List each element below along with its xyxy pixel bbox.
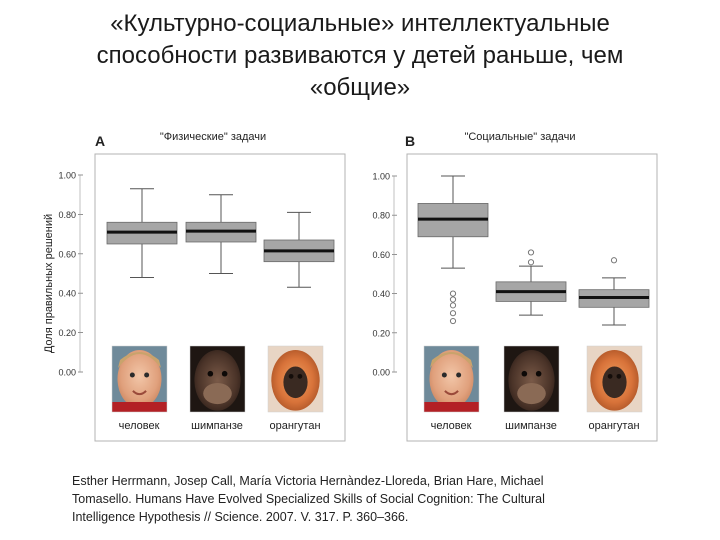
y-axis-label: Доля правильных решений (43, 214, 55, 353)
panel-title: "Социальные" задачи (464, 131, 575, 143)
box-шимпанзе (495, 249, 567, 316)
y-tick-label: 0.40 (58, 289, 76, 299)
child-eye-right (456, 372, 462, 378)
y-tick-label: 0.80 (372, 211, 390, 221)
child-mouth (444, 390, 459, 396)
child-shirt (112, 402, 167, 412)
y-tick-label: 0.00 (58, 368, 76, 378)
child-face (429, 349, 474, 409)
photo-frame (111, 345, 168, 413)
orangutan-face-center (283, 366, 308, 399)
outlier-point (449, 296, 457, 303)
y-tick-label: 0.60 (372, 250, 390, 260)
child-eye-left (129, 372, 135, 378)
photo-frame (267, 345, 324, 413)
child-face (117, 349, 162, 409)
outlier-point (527, 249, 535, 256)
plot-frame (406, 153, 658, 442)
panel-letter: B (405, 133, 415, 149)
title-line-1: «Культурно-социальные» интеллектуальные (110, 10, 610, 37)
plot-frame (94, 153, 346, 442)
y-tick-label: 0.80 (58, 210, 76, 220)
y-tick-label: 0.00 (372, 368, 390, 378)
y-tick-label: 0.20 (58, 328, 76, 338)
box-орангутан (578, 257, 650, 326)
outlier-point (449, 290, 457, 297)
outlier-point (527, 259, 535, 266)
category-label: человек (431, 420, 472, 432)
chimp-eye-right (221, 370, 228, 377)
box-шимпанзе (185, 194, 257, 274)
chimp-muzzle (517, 382, 546, 405)
child-eye-left (441, 372, 447, 378)
citation-line-1: Esther Herrmann, Josep Call, María Victo… (72, 474, 544, 488)
y-tick-label: 0.60 (58, 249, 76, 259)
title-line-2: способности развиваются у детей раньше, … (96, 42, 624, 69)
photo-frame (189, 345, 246, 413)
y-tick-label: 0.20 (372, 328, 390, 338)
y-tick-label: 0.40 (372, 289, 390, 299)
category-label: шимпанзе (505, 420, 557, 432)
citation-line-2: Tomasello. Humans Have Evolved Specializ… (72, 492, 545, 506)
box-человек (106, 188, 178, 278)
orangutan-face-photo (267, 345, 324, 413)
box-орангутан (263, 211, 335, 288)
category-label: шимпанзе (191, 420, 243, 432)
outlier-point (449, 317, 457, 325)
slide-title: «Культурно-социальные» интеллектуальные … (20, 8, 700, 104)
category-label: орангутан (588, 420, 639, 432)
chart-panel-B: B "Социальные" задачи 0.00 0.20 0.40 0.60 0.80… (372, 131, 658, 442)
photo-frame (503, 345, 560, 413)
orangutan-eye-right (616, 373, 622, 379)
title-line-3: «общие» (309, 74, 411, 101)
orangutan-eye-left (288, 373, 294, 379)
orangutan-eye-left (607, 373, 613, 379)
orangutan-face-photo (586, 345, 643, 413)
outlier-point (449, 302, 457, 309)
child-mouth (132, 390, 147, 396)
panel-letter: A (95, 133, 105, 149)
y-tick-label: 1.00 (372, 172, 390, 182)
panel-title: "Физические" задачи (160, 131, 266, 143)
photo-frame (586, 345, 643, 413)
category-label: орангутан (269, 420, 320, 432)
child-face-photo (111, 345, 168, 413)
child-shirt (424, 402, 479, 412)
photo-frame (423, 345, 480, 413)
child-hair (118, 352, 161, 368)
child-eye-right (144, 372, 150, 378)
orangutan-face-center (602, 366, 627, 399)
child-face-photo (423, 345, 480, 413)
outlier-point (449, 310, 457, 317)
box-человек (417, 175, 489, 325)
chart-panel-A: A "Физические" задачи 0.00 0.20 0.40 0.60 0.80… (43, 131, 346, 442)
y-tick-label: 1.00 (58, 171, 76, 181)
chimp-eye-right (535, 370, 542, 377)
category-label: человек (119, 420, 160, 432)
outlier-point (610, 257, 618, 264)
chimp-eye-left (207, 370, 214, 377)
chimp-muzzle (203, 382, 232, 405)
chimpanzee-face-photo (503, 345, 560, 413)
orangutan-eye-right (297, 373, 303, 379)
chimp-eye-left (521, 370, 528, 377)
chimpanzee-face-photo (189, 345, 246, 413)
citation: Esther Herrmann, Josep Call, María Victo… (72, 472, 672, 526)
citation-line-3: Intelligence Hypothesis // Science. 2007… (72, 510, 409, 524)
child-hair (430, 352, 473, 368)
